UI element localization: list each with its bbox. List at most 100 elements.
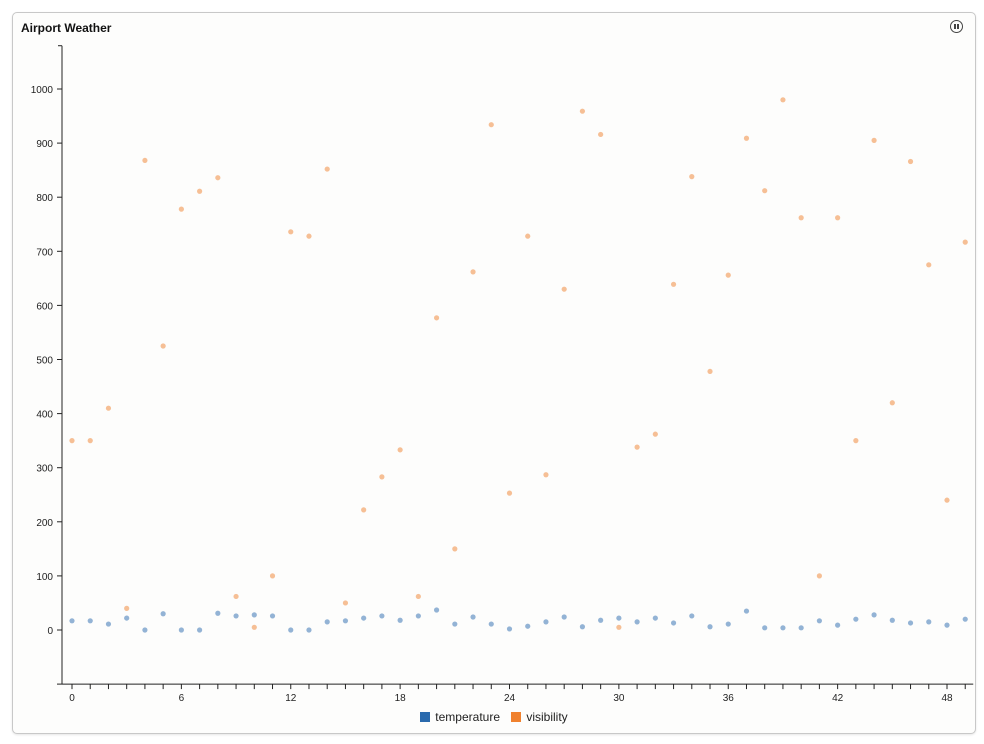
legend-swatch: [420, 712, 431, 722]
data-point-temperature: [816, 618, 822, 624]
data-point-visibility: [324, 166, 330, 172]
y-tick-label: 800: [36, 193, 53, 204]
x-tick-label: 30: [613, 693, 625, 704]
data-point-visibility: [142, 157, 148, 164]
data-point-temperature: [707, 624, 713, 630]
data-point-visibility: [780, 97, 786, 103]
data-point-visibility: [197, 188, 203, 194]
data-point-temperature: [525, 623, 531, 629]
data-point-visibility: [670, 281, 677, 287]
data-point-visibility: [561, 286, 567, 292]
data-point-temperature: [69, 618, 75, 624]
data-point-visibility: [616, 624, 622, 630]
data-point-visibility: [506, 490, 513, 496]
chart-title: Airport Weather: [21, 21, 112, 35]
data-point-temperature: [889, 617, 895, 623]
data-point-temperature: [689, 613, 695, 619]
data-point-temperature: [269, 613, 276, 619]
data-point-temperature: [561, 614, 567, 620]
data-point-visibility: [689, 174, 695, 180]
x-tick-label: 0: [69, 693, 75, 704]
y-tick-label: 700: [36, 247, 53, 258]
x-tick-label: 6: [179, 693, 185, 704]
data-point-temperature: [397, 617, 403, 623]
scatter-plot: 0 100 200 300 400 500 600 700 800 900 1000 0 6 12 18 24…: [31, 45, 974, 704]
y-tick-label: 200: [36, 518, 53, 529]
data-point-temperature: [160, 611, 166, 617]
data-point-temperature: [105, 621, 112, 627]
data-point-temperature: [488, 621, 494, 627]
data-point-temperature: [288, 627, 294, 633]
x-tick-label: 48: [941, 693, 953, 704]
data-point-visibility: [926, 262, 932, 268]
data-point-visibility: [634, 444, 640, 450]
x-tick-label: 18: [395, 693, 407, 704]
data-point-temperature: [433, 607, 440, 613]
data-point-temperature: [87, 618, 93, 624]
data-point-temperature: [361, 615, 367, 621]
data-point-temperature: [907, 620, 914, 626]
data-point-temperature: [233, 613, 239, 619]
data-point-visibility: [543, 472, 549, 478]
data-point-visibility: [87, 438, 93, 444]
data-point-visibility: [907, 158, 914, 165]
data-point-visibility: [816, 573, 822, 579]
data-point-temperature: [962, 616, 968, 622]
data-point-visibility: [160, 343, 166, 349]
data-point-visibility: [361, 507, 367, 513]
data-point-temperature: [944, 622, 950, 628]
data-point-temperature: [324, 619, 330, 625]
data-point-temperature: [853, 616, 859, 622]
data-point-temperature: [725, 621, 731, 627]
data-point-visibility: [853, 438, 859, 444]
data-point-temperature: [379, 613, 385, 619]
data-point-visibility: [69, 438, 75, 444]
y-tick-label: 100: [36, 572, 53, 583]
data-point-temperature: [743, 608, 750, 614]
data-point-temperature: [652, 615, 658, 621]
data-point-visibility: [433, 315, 440, 321]
y-tick-label: 300: [36, 464, 53, 475]
data-point-visibility: [743, 135, 750, 141]
data-point-visibility: [470, 269, 476, 275]
data-point-visibility: [105, 405, 112, 411]
data-point-visibility: [762, 188, 768, 194]
data-point-temperature: [616, 615, 622, 621]
data-point-temperature: [251, 612, 257, 618]
legend-item-temperature[interactable]: temperature: [420, 710, 500, 724]
x-tick-label: 12: [285, 693, 297, 704]
legend: temperature visibility: [13, 710, 975, 725]
y-tick-label: 1000: [31, 85, 54, 96]
data-point-temperature: [798, 625, 804, 631]
data-point-temperature: [634, 619, 640, 625]
data-point-visibility: [215, 175, 221, 181]
data-point-temperature: [835, 622, 841, 628]
data-point-visibility: [397, 447, 403, 453]
data-point-visibility: [415, 593, 421, 600]
data-point-visibility: [962, 239, 968, 245]
data-point-temperature: [670, 620, 677, 626]
data-point-visibility: [579, 108, 586, 114]
data-point-visibility: [525, 233, 531, 239]
data-point-visibility: [306, 233, 312, 239]
x-tick-label: 42: [832, 693, 844, 704]
data-point-visibility: [944, 497, 950, 503]
y-tick-label: 900: [36, 139, 53, 150]
data-point-visibility: [798, 215, 804, 221]
data-point-visibility: [379, 474, 385, 480]
data-point-temperature: [178, 627, 184, 633]
legend-swatch: [511, 712, 522, 722]
data-point-visibility: [342, 600, 349, 606]
x-tick-label: 36: [723, 693, 735, 704]
legend-label: temperature: [435, 710, 500, 724]
y-tick-label: 600: [36, 301, 53, 312]
data-point-temperature: [762, 625, 768, 631]
legend-item-visibility[interactable]: visibility: [511, 710, 568, 724]
data-point-temperature: [579, 624, 586, 630]
data-point-visibility: [652, 431, 658, 437]
data-point-visibility: [598, 131, 604, 138]
data-point-visibility: [269, 573, 276, 579]
data-point-visibility: [889, 400, 895, 406]
data-point-temperature: [415, 613, 421, 619]
pause-circle-icon[interactable]: [950, 20, 963, 33]
